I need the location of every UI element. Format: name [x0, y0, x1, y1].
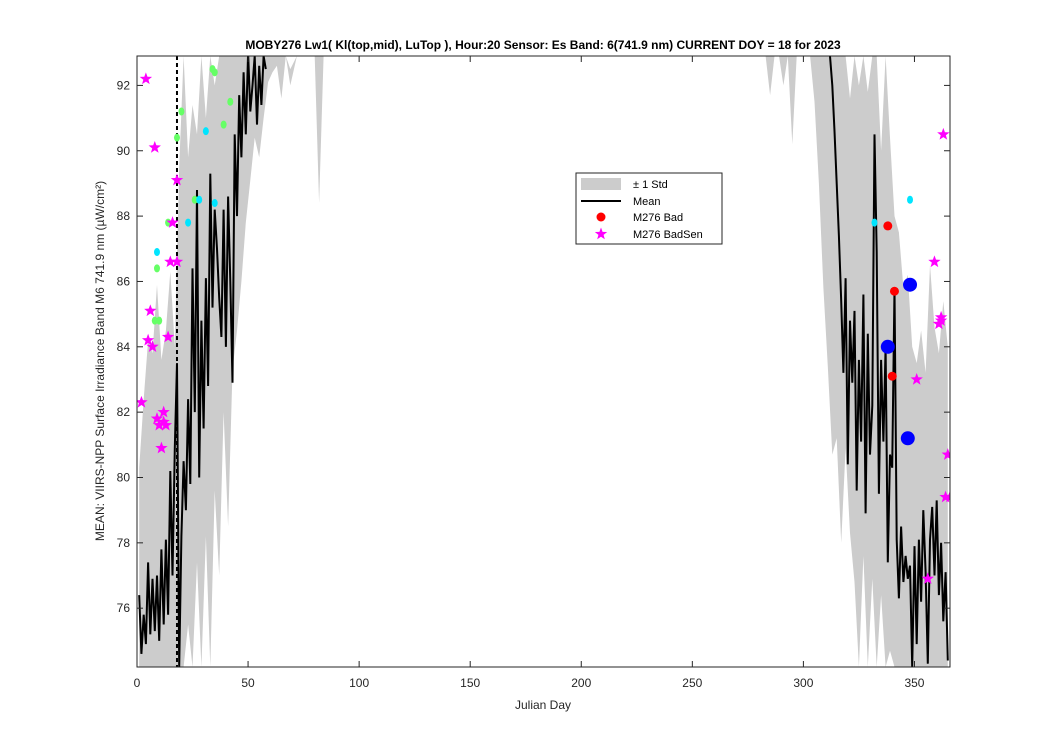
- mean-line-early: [138, 56, 267, 667]
- badsen-point: [157, 415, 170, 428]
- badsen-point: [928, 255, 941, 268]
- blue-point: [903, 277, 918, 292]
- badsen-point: [148, 140, 161, 153]
- badsen-point: [146, 340, 159, 353]
- badsen-point: [164, 255, 177, 268]
- badsen-point: [153, 418, 166, 431]
- legend-std-swatch: [581, 178, 621, 190]
- x-tick-label: 300: [793, 676, 813, 690]
- mean-line-late: [829, 56, 949, 667]
- green-point: [153, 264, 160, 273]
- badsen-point: [166, 216, 179, 228]
- x-tick-label: 250: [682, 676, 702, 690]
- badsen-point: [170, 255, 184, 268]
- chart-title: MOBY276 Lw1( Kl(top,mid), LuTop ), Hour:…: [245, 38, 841, 52]
- x-axis-label: Julian Day: [515, 698, 571, 712]
- y-tick-label: 78: [117, 536, 131, 550]
- badsen-point: [150, 412, 164, 424]
- legend-label-std: ± 1 Std: [633, 179, 668, 191]
- legend-badsen-marker: [594, 227, 608, 240]
- green-point: [191, 195, 198, 204]
- badsen-point: [141, 333, 155, 346]
- x-tick-label: 150: [460, 676, 480, 690]
- green-point: [156, 316, 163, 325]
- badsen-point: [934, 314, 948, 326]
- badsen-point: [941, 448, 950, 460]
- plot-area: [136, 55, 951, 668]
- green-point: [220, 120, 227, 129]
- std-band-late: [765, 56, 948, 667]
- legend-label-bad: M276 Bad: [633, 212, 683, 224]
- badsen-point: [943, 490, 950, 503]
- cyan-point: [196, 195, 203, 204]
- green-point: [211, 68, 218, 77]
- y-axis-ticks: 76 78 80 82 84 86 88 90 92: [117, 78, 950, 615]
- badsen-point: [170, 173, 184, 186]
- y-tick-label: 76: [117, 601, 131, 615]
- badsen-point: [921, 572, 934, 585]
- y-tick-label: 88: [117, 209, 131, 223]
- x-tick-label: 350: [904, 676, 924, 690]
- cyan-point: [211, 199, 218, 208]
- y-tick-label: 82: [117, 405, 131, 419]
- legend-bad-marker: [596, 212, 606, 222]
- y-axis-label: MEAN: VIIRS-NPP Surface Irradiance Band …: [93, 181, 107, 541]
- mean-line-layer: [138, 56, 949, 667]
- badsen-point: [155, 441, 168, 454]
- badsen-point: [137, 395, 148, 408]
- badsen-point: [161, 330, 175, 343]
- bad-point: [889, 286, 899, 296]
- badsen-point: [157, 405, 170, 418]
- badsen-point: [139, 72, 153, 85]
- y-tick-label: 80: [117, 470, 131, 484]
- blue-point: [880, 339, 895, 354]
- x-tick-label: 200: [571, 676, 591, 690]
- bad-point: [887, 371, 897, 381]
- badsen-point: [159, 418, 173, 431]
- badsen-point: [910, 372, 923, 385]
- badsen-point: [937, 127, 950, 140]
- legend: ± 1 Std Mean M276 Bad M276 BadSen: [575, 172, 723, 245]
- blue-point: [900, 431, 915, 446]
- y-tick-label: 86: [117, 274, 131, 288]
- x-tick-label: 50: [241, 676, 255, 690]
- green-point: [178, 107, 185, 116]
- legend-label-mean: Mean: [633, 196, 661, 208]
- cyan-point: [153, 248, 160, 257]
- points-layer: [137, 65, 950, 585]
- y-tick-label: 92: [117, 78, 131, 92]
- x-axis-ticks: 0 50 100 150 200 250 300 350: [134, 56, 925, 690]
- x-tick-label: 0: [134, 676, 141, 690]
- y-tick-label: 90: [117, 144, 131, 158]
- legend-label-badsen: M276 BadSen: [633, 229, 703, 241]
- x-tick-label: 100: [349, 676, 369, 690]
- green-point: [151, 316, 158, 325]
- green-point: [173, 133, 180, 142]
- green-point: [227, 97, 234, 106]
- cyan-point: [185, 218, 192, 227]
- cyan-point: [871, 218, 878, 227]
- badsen-point: [144, 304, 157, 317]
- bad-point: [883, 221, 893, 231]
- cyan-point: [907, 195, 914, 204]
- cyan-point: [202, 127, 209, 136]
- y-tick-label: 84: [117, 340, 131, 354]
